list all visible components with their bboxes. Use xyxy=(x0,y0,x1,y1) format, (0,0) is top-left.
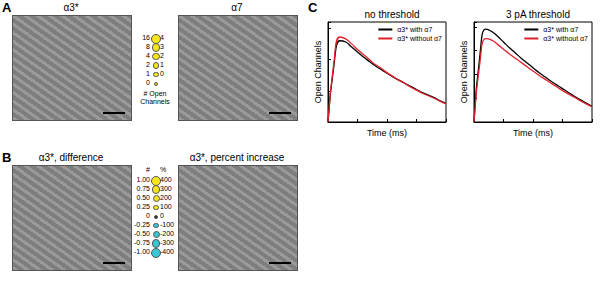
html-text:A: A xyxy=(2,0,12,15)
html-text:-1.00: -1.00 xyxy=(134,248,150,255)
html-text:3: 3 xyxy=(160,43,164,50)
html-text:-300: -300 xyxy=(160,239,174,246)
html-text:0: 0 xyxy=(160,70,164,77)
svg-text:Open Channels: Open Channels xyxy=(459,40,469,103)
html-text:B: B xyxy=(2,150,12,165)
html-text:α3*, difference: α3*, difference xyxy=(38,152,104,163)
svg-text:3 pA threshold: 3 pA threshold xyxy=(506,9,570,20)
html-text:1.00: 1.00 xyxy=(136,176,150,183)
html-text:400: 400 xyxy=(160,176,172,183)
html-text:16: 16 xyxy=(142,34,150,41)
html-text:4: 4 xyxy=(146,52,150,59)
html-text:0.50: 0.50 xyxy=(136,194,150,201)
html-text:0.25: 0.25 xyxy=(136,203,150,210)
html-text:1: 1 xyxy=(146,70,150,77)
html-text:-100: -100 xyxy=(160,221,174,228)
html-text:0: 0 xyxy=(146,212,150,219)
svg-text:α3* with α7: α3* with α7 xyxy=(543,26,578,33)
html-text:-0.50: -0.50 xyxy=(134,230,150,237)
html-text:# Open Channels: # Open Channels xyxy=(140,90,170,105)
svg-text:α3* without α7: α3* without α7 xyxy=(397,35,442,42)
html-text:4: 4 xyxy=(160,34,164,41)
svg-text:no threshold: no threshold xyxy=(364,9,419,20)
html-text:1: 1 xyxy=(160,61,164,68)
html-text:200: 200 xyxy=(160,194,172,201)
svg-text:α3* without α7: α3* without α7 xyxy=(543,35,588,42)
html-text:α3*, percent increase: α3*, percent increase xyxy=(189,152,285,163)
html-text:8: 8 xyxy=(146,43,150,50)
html-text:α3*: α3* xyxy=(63,2,79,13)
svg-text:Time (ms): Time (ms) xyxy=(513,128,553,138)
html-text:0: 0 xyxy=(146,79,150,86)
html-text:100: 100 xyxy=(160,203,172,210)
html-text:0: 0 xyxy=(160,212,164,219)
svg-text:α3* with α7: α3* with α7 xyxy=(397,26,432,33)
svg-text:Open Channels: Open Channels xyxy=(313,40,323,103)
html-text:α7: α7 xyxy=(231,2,243,13)
html-text:0.75: 0.75 xyxy=(136,185,150,192)
html-text:2: 2 xyxy=(146,61,150,68)
html-text:-0.75: -0.75 xyxy=(134,239,150,246)
svg-text:Time (ms): Time (ms) xyxy=(367,128,407,138)
html-text:-0.25: -0.25 xyxy=(134,221,150,228)
html-text:-400: -400 xyxy=(160,248,174,255)
html-text:-200: -200 xyxy=(160,230,174,237)
html-text:2: 2 xyxy=(160,52,164,59)
html-text:C: C xyxy=(308,0,318,15)
html-text:300: 300 xyxy=(160,185,172,192)
